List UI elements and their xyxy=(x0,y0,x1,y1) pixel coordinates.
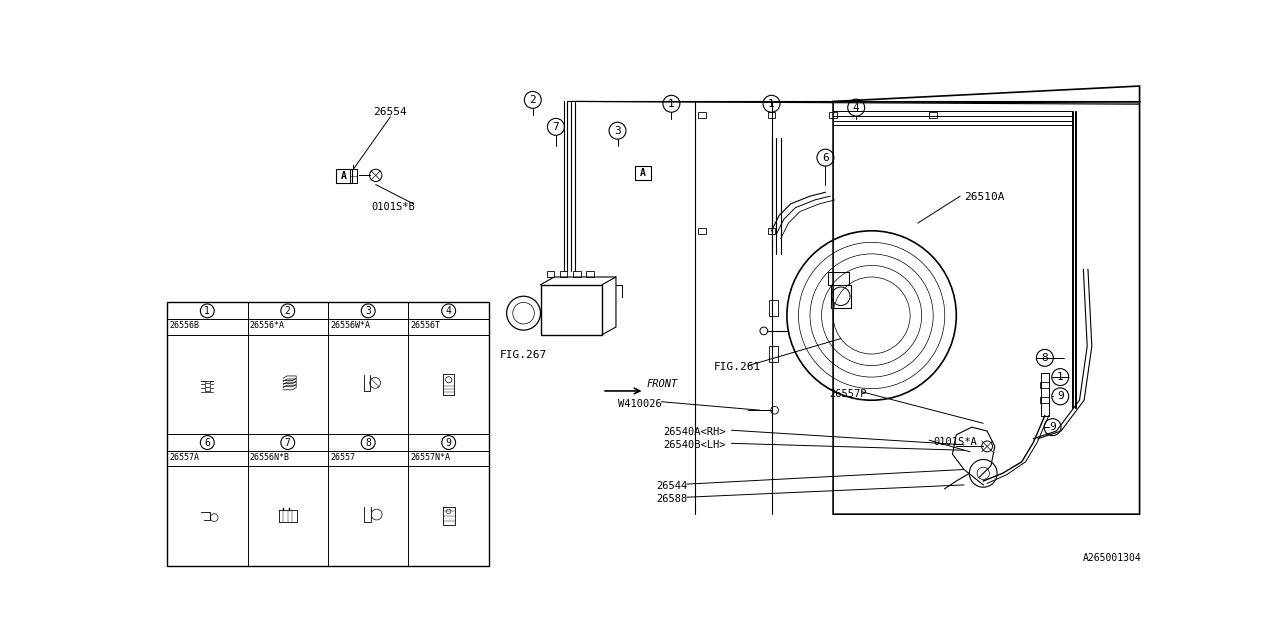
Text: 2: 2 xyxy=(530,95,536,105)
Bar xyxy=(699,112,707,118)
Bar xyxy=(768,228,776,234)
Text: 1: 1 xyxy=(768,99,774,109)
Bar xyxy=(573,271,581,277)
Text: 9: 9 xyxy=(445,438,452,447)
Bar xyxy=(1041,381,1050,388)
Text: 1: 1 xyxy=(205,306,210,316)
Text: 26557: 26557 xyxy=(330,452,356,461)
Text: 7: 7 xyxy=(285,438,291,447)
Text: 26557A: 26557A xyxy=(169,452,200,461)
Bar xyxy=(168,303,489,566)
Text: A: A xyxy=(342,171,347,181)
Bar xyxy=(586,271,594,277)
Text: 7: 7 xyxy=(553,122,559,132)
Text: 9: 9 xyxy=(1050,422,1056,432)
Text: 0101S*A: 0101S*A xyxy=(933,437,977,447)
Text: 2: 2 xyxy=(285,306,291,316)
Text: W410026: W410026 xyxy=(617,399,662,409)
Text: 8: 8 xyxy=(1042,353,1048,363)
Text: 9: 9 xyxy=(1057,391,1064,401)
Text: 26556W*A: 26556W*A xyxy=(330,321,370,330)
Text: 6: 6 xyxy=(822,153,828,163)
Text: 6: 6 xyxy=(205,438,210,447)
Bar xyxy=(337,169,352,183)
Bar xyxy=(768,112,776,118)
Text: 26540B<LH>: 26540B<LH> xyxy=(664,440,726,451)
Text: 3: 3 xyxy=(614,125,621,136)
Bar xyxy=(829,112,837,118)
Text: 3: 3 xyxy=(365,306,371,316)
Bar xyxy=(540,285,602,335)
Text: A265001304: A265001304 xyxy=(1083,554,1140,563)
Text: 26556T: 26556T xyxy=(411,321,440,330)
Text: FIG.267: FIG.267 xyxy=(499,350,547,360)
Text: 26557P: 26557P xyxy=(829,388,867,399)
Text: 26556B: 26556B xyxy=(169,321,200,330)
Bar xyxy=(1041,397,1050,403)
Text: 4: 4 xyxy=(852,102,860,113)
Text: FRONT: FRONT xyxy=(646,379,678,388)
Bar xyxy=(929,112,937,118)
Bar xyxy=(635,166,650,180)
Bar xyxy=(769,300,778,316)
Text: 26557N*A: 26557N*A xyxy=(411,452,451,461)
Text: 26510A: 26510A xyxy=(964,192,1005,202)
Text: 26588: 26588 xyxy=(657,494,687,504)
Bar xyxy=(547,271,554,277)
Text: A: A xyxy=(640,168,646,178)
Text: 1: 1 xyxy=(1057,372,1064,382)
Text: 1: 1 xyxy=(668,99,675,109)
Bar xyxy=(1041,373,1048,415)
Bar xyxy=(699,228,707,234)
Text: 26556*A: 26556*A xyxy=(250,321,285,330)
Text: 4: 4 xyxy=(445,306,452,316)
Text: 8: 8 xyxy=(365,438,371,447)
Text: 26556N*B: 26556N*B xyxy=(250,452,289,461)
Bar xyxy=(828,271,849,285)
Text: FIG.261: FIG.261 xyxy=(714,362,762,372)
Text: 26540A<RH>: 26540A<RH> xyxy=(664,427,726,437)
Text: 26544: 26544 xyxy=(657,481,687,491)
Text: 0101S*B: 0101S*B xyxy=(371,202,415,212)
Bar xyxy=(769,346,778,362)
Bar xyxy=(559,271,567,277)
Text: 26554: 26554 xyxy=(374,107,407,117)
